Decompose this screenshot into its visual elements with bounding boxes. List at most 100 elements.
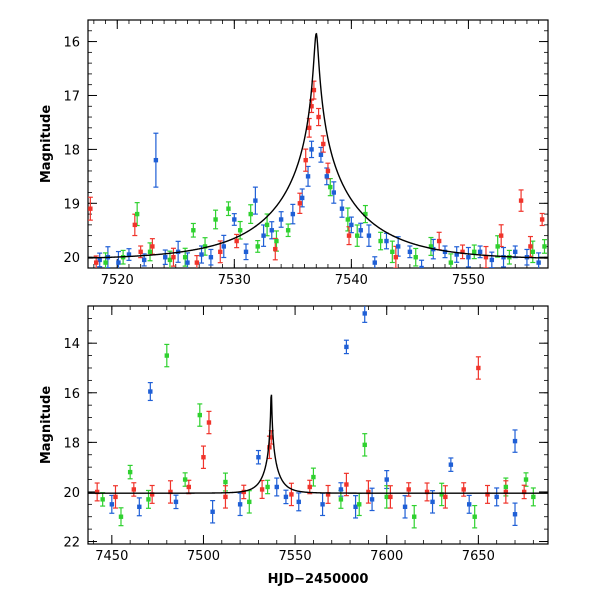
x-tick-label: 7540 — [335, 273, 368, 288]
top-panel-data-points — [88, 87, 547, 268]
data-point — [412, 514, 417, 519]
data-point — [448, 462, 454, 467]
data-point — [131, 487, 137, 492]
data-point — [311, 87, 317, 93]
data-point — [472, 249, 477, 255]
data-point — [127, 469, 133, 475]
data-point — [430, 499, 435, 505]
data-point — [237, 502, 243, 507]
data-point — [489, 257, 495, 263]
data-point — [247, 499, 252, 505]
data-point — [466, 255, 471, 260]
data-point — [344, 344, 349, 350]
data-point — [221, 244, 226, 249]
y-tick-label: 16 — [63, 387, 80, 402]
data-point — [285, 228, 291, 233]
data-point — [503, 484, 509, 490]
data-point — [498, 233, 504, 238]
data-point — [345, 217, 351, 222]
data-point — [321, 141, 326, 147]
data-point — [261, 233, 266, 238]
bottom-panel-data-points — [94, 311, 536, 519]
data-point — [118, 514, 124, 519]
x-tick-label: 7500 — [187, 549, 220, 564]
data-point — [97, 257, 102, 263]
top-panel-frame — [87, 19, 549, 269]
data-point — [454, 252, 459, 257]
data-point — [206, 420, 212, 425]
data-point — [384, 494, 389, 500]
data-point — [384, 238, 389, 244]
data-point — [182, 477, 188, 482]
data-point — [299, 195, 305, 201]
data-point — [528, 244, 533, 249]
data-point — [265, 484, 270, 490]
data-point — [153, 157, 159, 163]
y-tick-label: 20 — [63, 486, 80, 501]
data-point — [531, 494, 536, 500]
data-point — [150, 244, 155, 249]
data-point — [466, 502, 472, 507]
data-point — [269, 435, 274, 440]
x-tick-label: 7550 — [279, 549, 312, 564]
data-point — [243, 249, 249, 255]
data-point — [402, 504, 408, 510]
data-point — [210, 509, 215, 514]
data-point — [448, 260, 454, 265]
data-point — [460, 249, 465, 255]
data-point — [278, 217, 284, 222]
data-point — [185, 260, 190, 265]
data-point — [369, 497, 375, 502]
data-point — [328, 184, 333, 190]
data-point — [406, 487, 411, 492]
data-point — [512, 512, 518, 517]
data-point — [167, 257, 173, 263]
data-point — [309, 104, 314, 109]
data-point — [325, 168, 331, 174]
data-point — [485, 492, 490, 497]
y-tick-label: 17 — [63, 89, 80, 104]
data-point — [362, 442, 367, 448]
data-point — [283, 494, 289, 500]
data-point — [232, 217, 237, 222]
data-point — [338, 487, 344, 492]
data-point — [388, 494, 393, 500]
y-tick-label: 20 — [63, 251, 80, 266]
data-point — [518, 198, 524, 203]
data-point — [194, 260, 200, 265]
x-tick-label: 7520 — [101, 273, 134, 288]
data-point — [148, 389, 153, 394]
data-point — [476, 365, 481, 371]
data-point — [290, 211, 296, 217]
data-point — [199, 252, 204, 257]
y-tick-label: 18 — [63, 143, 80, 158]
data-point — [297, 201, 303, 206]
data-point — [168, 489, 173, 495]
data-point — [255, 244, 260, 249]
y-tick-label: 18 — [63, 436, 80, 451]
x-tick-label: 7600 — [370, 549, 403, 564]
data-point — [536, 260, 541, 265]
data-point — [378, 238, 383, 244]
y-tick-label: 22 — [63, 536, 80, 551]
data-point — [539, 217, 545, 222]
data-point — [202, 244, 208, 249]
data-point — [309, 147, 314, 152]
data-point — [495, 244, 500, 249]
data-point — [173, 499, 179, 505]
data-point — [269, 228, 274, 233]
y-tick-label: 19 — [63, 197, 80, 212]
x-tick-label: 7650 — [462, 549, 495, 564]
data-point — [472, 514, 477, 519]
bottom-panel-x-axis-label: HJD−2450000 — [268, 572, 369, 587]
data-point — [132, 222, 138, 228]
data-point — [234, 238, 239, 244]
data-point — [363, 211, 368, 217]
data-point — [407, 249, 413, 255]
data-point — [483, 255, 489, 260]
bottom-panel-y-tick-labels: 14 16 18 20 22 — [63, 337, 80, 550]
data-point — [442, 249, 448, 255]
data-point — [223, 494, 228, 500]
data-point — [138, 249, 143, 255]
